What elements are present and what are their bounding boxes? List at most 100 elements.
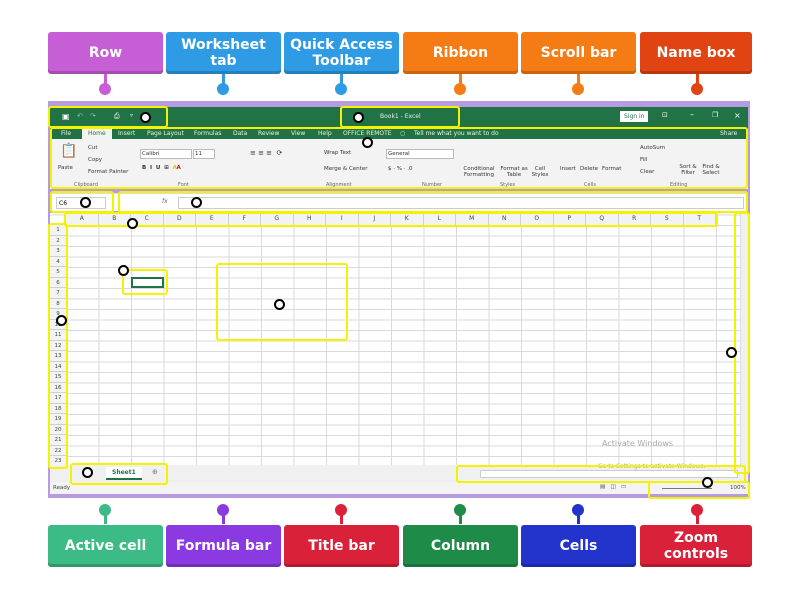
column-header[interactable]: L [423, 213, 456, 225]
row-header[interactable]: 17 [50, 393, 66, 404]
label-connector [696, 74, 699, 88]
row-header[interactable]: 12 [50, 340, 66, 351]
view-buttons[interactable]: ▤ ◫ ▭ [600, 484, 627, 490]
tab-insert[interactable]: Insert [118, 130, 136, 137]
cut-button[interactable]: Cut [88, 145, 98, 151]
font-size-select[interactable]: 11 [193, 149, 215, 159]
clear-button[interactable]: Clear [640, 169, 655, 175]
column-header[interactable]: K [391, 213, 424, 225]
fill-button[interactable]: Fill [640, 157, 648, 163]
row-header[interactable]: 8 [50, 298, 66, 309]
column-header[interactable]: C [131, 213, 164, 225]
tab-data[interactable]: Data [233, 130, 248, 137]
zoom-level[interactable]: 100% [730, 485, 746, 491]
row-header[interactable]: 5 [50, 267, 66, 278]
label-connector [340, 510, 343, 524]
tab-file[interactable]: File [61, 130, 72, 137]
row-header[interactable]: 4 [50, 256, 66, 267]
row-header[interactable]: 19 [50, 414, 66, 425]
share-button[interactable]: Share [720, 130, 738, 137]
row-header[interactable]: 7 [50, 288, 66, 299]
vertical-scrollbar[interactable] [740, 213, 748, 465]
row-header[interactable]: 18 [50, 403, 66, 414]
row-header[interactable]: 22 [50, 445, 66, 456]
number-format-buttons[interactable]: $ · % · .0 [388, 166, 413, 172]
new-sheet-icon[interactable]: ⊕ [152, 468, 158, 476]
fx-icon[interactable]: fx [162, 198, 168, 205]
undo-icon[interactable]: ↶ [77, 112, 83, 120]
active-cell[interactable] [131, 277, 164, 288]
column-header[interactable]: A [66, 213, 99, 225]
column-header[interactable]: T [683, 213, 716, 225]
tab-formulas[interactable]: Formulas [194, 130, 222, 137]
customize-qat-icon[interactable]: ▿ [130, 112, 134, 119]
marker-formulabar [191, 197, 202, 208]
row-header[interactable]: 16 [50, 382, 66, 393]
row-header[interactable]: 20 [50, 424, 66, 435]
column-header[interactable]: S [651, 213, 684, 225]
tab-home[interactable]: Home [82, 127, 112, 140]
number-format-select[interactable]: General [386, 149, 454, 159]
format-as-table-button[interactable]: Format as Table [500, 166, 528, 178]
print-preview-icon[interactable]: ⎙ [114, 112, 120, 120]
row-header[interactable]: 2 [50, 235, 66, 246]
find-select-button[interactable]: Find & Select [702, 164, 720, 176]
alignment-buttons[interactable]: ≡ ≡ ≡ ⟳ [250, 149, 283, 157]
row-header[interactable]: 14 [50, 361, 66, 372]
tab-help[interactable]: Help [318, 130, 332, 137]
row-header[interactable]: 13 [50, 351, 66, 362]
wrap-text-button[interactable]: Wrap Text [324, 150, 352, 156]
column-header[interactable]: O [521, 213, 554, 225]
restore-icon[interactable]: ❐ [712, 111, 719, 119]
row-header[interactable]: 21 [50, 435, 66, 446]
column-header[interactable]: M [456, 213, 489, 225]
cells-grid[interactable]: ABCDEFGHIJKLMNOPQRST12345678910111213141… [50, 213, 740, 467]
column-header[interactable]: P [553, 213, 586, 225]
tab-review[interactable]: Review [258, 130, 280, 137]
column-header[interactable]: I [326, 213, 359, 225]
tab-page-layout[interactable]: Page Layout [147, 130, 184, 137]
column-header[interactable]: D [163, 213, 196, 225]
column-header[interactable]: R [618, 213, 651, 225]
horizontal-scrollbar[interactable] [480, 470, 738, 478]
tab-office-remote[interactable]: OFFICE REMOTE [343, 130, 392, 137]
sheet-tab[interactable]: Sheet1 [106, 467, 142, 480]
row-header[interactable]: 11 [50, 330, 66, 341]
merge-center-button[interactable]: Merge & Center [324, 166, 368, 172]
redo-icon[interactable]: ↷ [90, 112, 96, 120]
label-connector [577, 74, 580, 88]
save-icon[interactable]: ▣ [62, 112, 70, 121]
format-cells-button[interactable]: Format [602, 166, 622, 172]
font-name-select[interactable]: Calibri [140, 149, 192, 159]
column-header[interactable]: Q [586, 213, 619, 225]
column-header[interactable]: E [196, 213, 229, 225]
cell-styles-button[interactable]: Cell Styles [531, 166, 549, 178]
autosum-button[interactable]: AutoSum [640, 145, 666, 151]
insert-cells-button[interactable]: Insert [560, 166, 576, 172]
ribbon-display-icon[interactable]: ⊡ [662, 111, 668, 119]
column-header[interactable]: J [358, 213, 391, 225]
font-format-buttons[interactable]: B I U ⊞ A A [142, 165, 181, 171]
close-icon[interactable]: × [734, 111, 741, 120]
minimize-icon[interactable]: – [690, 110, 694, 119]
row-header[interactable]: 6 [50, 277, 66, 288]
copy-button[interactable]: Copy [88, 157, 102, 163]
column-header[interactable]: N [488, 213, 521, 225]
label-title-bar: Title bar [284, 525, 399, 567]
tab-view[interactable]: View [291, 130, 306, 137]
conditional-formatting-button[interactable]: Conditional Formatting [463, 166, 495, 178]
tell-me-input[interactable]: Tell me what you want to do [414, 130, 499, 137]
row-header[interactable]: 3 [50, 246, 66, 257]
format-painter-button[interactable]: Format Painter [88, 169, 129, 175]
column-header[interactable]: F [228, 213, 261, 225]
column-header[interactable]: G [261, 213, 294, 225]
delete-cells-button[interactable]: Delete [580, 166, 599, 172]
row-header[interactable]: 15 [50, 372, 66, 383]
zoom-slider[interactable] [662, 488, 712, 489]
formula-input[interactable] [178, 197, 744, 209]
sign-in-button[interactable]: Sign in [620, 111, 649, 122]
column-header[interactable]: H [293, 213, 326, 225]
row-header[interactable]: 1 [50, 225, 66, 236]
paste-button[interactable]: Paste [58, 165, 73, 171]
sort-filter-button[interactable]: Sort & Filter [679, 164, 697, 176]
